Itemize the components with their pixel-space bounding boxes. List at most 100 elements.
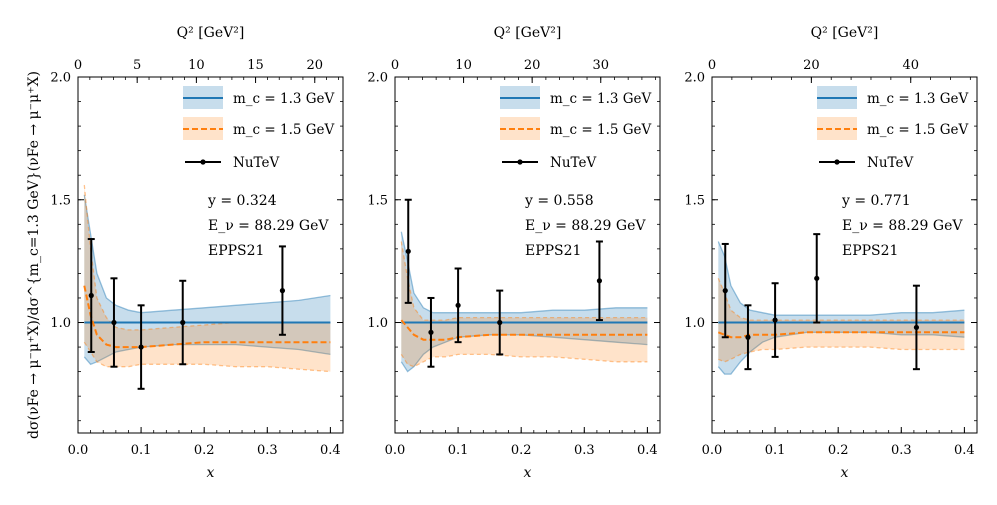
legend-marker-nutev [517,159,523,165]
legend: m_c = 1.3 GeV m_c = 1.5 GeV NuTeV [500,86,652,171]
nutev-point [912,284,920,371]
annotation-2: EPPS21 [842,243,898,259]
data-marker [405,248,411,254]
y-axis-label: dσ(νFe → μ⁻μ⁺X)/dσ^{m_c=1.3 GeV}(νFe → μ… [26,71,42,439]
top-tick-label: 20 [306,58,323,73]
legend-label: NuTeV [867,155,913,171]
x-tick-label: 0.4 [954,443,975,458]
x-axis-label: x [524,465,532,481]
legend: m_c = 1.3 GeV m_c = 1.5 GeV NuTeV [817,86,969,171]
legend: m_c = 1.3 GeV m_c = 1.5 GeV NuTeV [183,86,335,171]
y-tick-label: 1.5 [684,193,705,208]
nutev-point [427,296,435,368]
x-tick-label: 0.1 [131,443,152,458]
x-tick-label: 0.1 [448,443,469,458]
data-marker [596,278,603,284]
annotation-2: EPPS21 [208,243,264,259]
x-tick-label: 0.3 [574,443,595,458]
x-tick-label: 0.0 [68,443,89,458]
x-tick-label: 0.2 [511,443,532,458]
top-tick-label: 15 [247,58,264,73]
annotation-2: EPPS21 [525,243,581,259]
legend-marker-nutev [834,159,840,165]
nutev-point [87,238,95,353]
plot-area [83,184,331,373]
legend-label: m_c = 1.3 GeV [233,91,335,107]
x-tick-label: 0.1 [765,443,786,458]
legend-label: NuTeV [233,155,279,171]
x-axis-label: x [207,465,215,481]
band-mc15 [718,278,965,362]
axes-frame [394,76,661,434]
panel-2: 0.0 0.1 0.2 0.3 0.4 x 1.0 1.5 2.00 10 20 30 Q² [GeV²… [367,25,661,481]
nutev-point [721,242,729,339]
top-tick-label: 20 [803,58,820,73]
x-tick-label: 0.3 [257,443,278,458]
data-marker [745,334,751,340]
top-axis-label: Q² [GeV²] [811,25,879,41]
band-mc13 [718,241,965,375]
nutev-point [110,277,118,368]
band-mc15 [401,241,648,367]
x-tick-label: 0.3 [891,443,912,458]
plot-area [717,241,965,375]
x-axis-label: x [841,465,849,481]
data-marker [88,292,94,299]
data-marker [180,319,186,326]
top-tick-label: 40 [902,58,919,73]
data-marker [138,344,144,350]
data-marker [428,329,434,335]
data-marker [455,302,461,308]
x-tick-label: 0.2 [194,443,215,458]
axes-frame [711,76,978,434]
x-tick-label: 0.0 [702,443,723,458]
top-tick-label: 5 [133,58,141,73]
panel-1: 0.0 0.1 0.2 0.3 0.4 x 1.0 1.5 2.00 5 10 15 20 Q² [GeV… [50,25,344,481]
y-tick-label: 1.0 [367,316,388,331]
data-marker [497,319,503,326]
data-marker [722,288,728,294]
data-marker [772,317,778,323]
y-tick-label: 1.5 [367,193,388,208]
x-tick-label: 0.2 [828,443,849,458]
nutev-point [595,240,603,322]
top-tick-label: 0 [708,58,716,73]
y-tick-label: 2.0 [50,71,71,86]
legend-label: m_c = 1.3 GeV [550,91,652,107]
legend-label: m_c = 1.5 GeV [550,122,652,138]
x-tick-label: 0.4 [637,443,658,458]
nutev-point [179,279,187,366]
legend-label: m_c = 1.3 GeV [867,91,969,107]
annotation-1: E_ν = 88.29 GeV [525,218,646,234]
annotation-0: y = 0.324 [207,193,277,209]
top-tick-label: 0 [74,58,82,73]
panel-3: 0.0 0.1 0.2 0.3 0.4 x 1.0 1.5 2.00 20 40 Q² [GeV²] m… [684,25,978,481]
band-lower-edge [400,353,648,368]
band-lower-edge [83,341,331,373]
y-tick-label: 1.5 [50,193,71,208]
data-marker [111,319,117,326]
data-marker [279,288,286,294]
y-tick-label: 1.0 [684,316,705,331]
y-tick-label: 1.0 [50,316,71,331]
data-marker [814,275,820,281]
top-axis-label: Q² [GeV²] [494,25,562,41]
nutev-point [771,282,779,358]
y-tick-label: 2.0 [684,71,705,86]
annotation-1: E_ν = 88.29 GeV [208,218,329,234]
nutev-point [454,267,462,344]
band-mc15 [84,185,331,372]
annotation-0: y = 0.558 [524,193,594,209]
legend-label: NuTeV [550,155,596,171]
top-tick-label: 0 [391,58,399,73]
top-tick-label: 10 [455,58,472,73]
band-mc13 [401,231,648,372]
legend-label: m_c = 1.5 GeV [867,122,969,138]
annotation-0: y = 0.771 [841,193,911,209]
nutev-point [744,304,752,371]
nutev-point [496,289,504,356]
top-tick-label: 10 [188,58,205,73]
data-marker [913,324,920,331]
annotation-1: E_ν = 88.29 GeV [842,218,963,234]
